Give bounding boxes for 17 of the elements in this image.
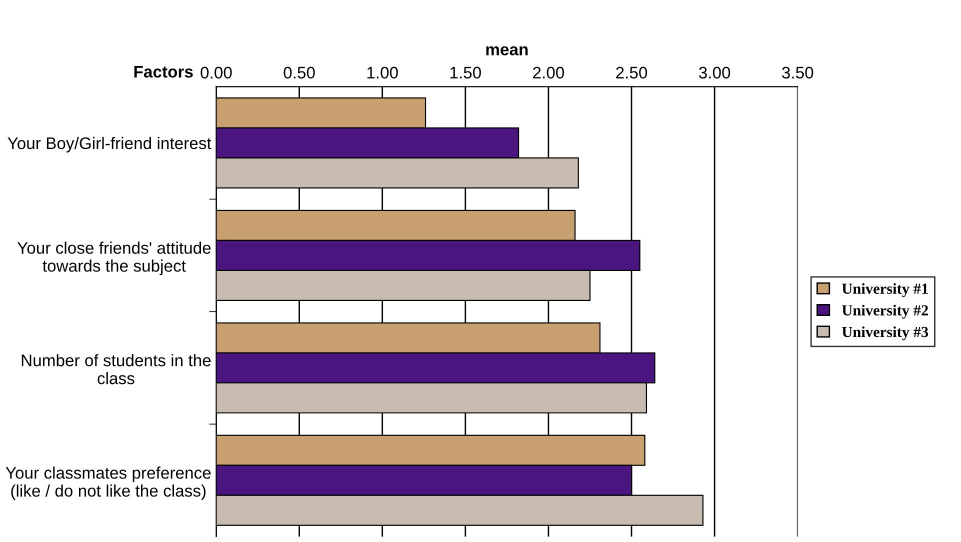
- x-tick-label: 0.00: [200, 66, 232, 79]
- y-tick-label: Your classmates preference (like / do not like the class): [6, 466, 211, 500]
- legend-label: University #3: [842, 326, 928, 340]
- x-tick-label: 2.00: [533, 66, 564, 79]
- y-tick-label: Number of students in the class: [22, 354, 211, 384]
- x-tick-label: 2.50: [616, 66, 648, 79]
- legend-label: University #2: [842, 304, 928, 319]
- y-tick-label: Your close friends' attitude towards the subject: [17, 242, 211, 276]
- y-tick-label: Your Boy/Girl-friend interest: [8, 136, 212, 152]
- x-axis-title: mean: [486, 46, 528, 56]
- x-tick-label: 0.50: [284, 66, 315, 79]
- y-axis-title: Factors: [134, 66, 193, 78]
- x-tick-label: 3.00: [698, 66, 730, 79]
- legend-label: University #1: [842, 283, 928, 298]
- x-tick-label: 1.50: [450, 66, 481, 79]
- x-tick-label: 3.50: [782, 66, 814, 79]
- x-tick-label: 1.00: [367, 66, 398, 79]
